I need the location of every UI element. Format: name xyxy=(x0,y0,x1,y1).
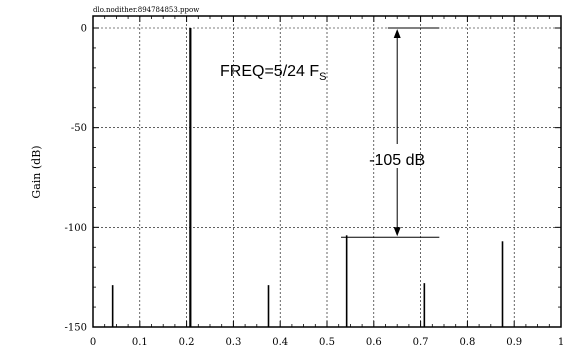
x-tick-label: 0.1 xyxy=(132,337,148,348)
frequency-subscript: S xyxy=(319,71,326,83)
x-tick-label: 0.6 xyxy=(366,337,382,348)
x-tick-label: 0.9 xyxy=(506,337,522,348)
x-tick-label: 0.4 xyxy=(272,337,288,348)
span-label: -105 dB xyxy=(369,152,425,169)
file-label: dlo.nodither.894784853.ppow xyxy=(93,6,199,14)
x-tick-labels: 0 0.1 0.2 0.3 0.4 0.5 0.6 0.7 0.8 0.9 1 xyxy=(90,337,563,348)
y-tick-labels: 0 -50 -100 -150 xyxy=(65,24,87,334)
x-tick-label: 0.3 xyxy=(225,337,241,348)
x-tick-label: 1 xyxy=(558,337,563,348)
frequency-label: FREQ=5/24 FS xyxy=(220,63,327,83)
y-tick-label: -100 xyxy=(65,223,87,234)
span-arrowhead-down xyxy=(393,227,401,237)
y-tick-label: 0 xyxy=(81,24,87,35)
x-tick-label: 0.5 xyxy=(319,337,335,348)
y-tick-label: -150 xyxy=(65,323,87,334)
x-tick-label: 0 xyxy=(90,337,96,348)
plot-frame xyxy=(92,15,562,328)
spectral-bars xyxy=(111,28,504,327)
y-tick-label: -50 xyxy=(71,123,87,134)
y-axis-label: Gain (dB) xyxy=(30,145,43,198)
x-tick-label: 0.8 xyxy=(459,337,475,348)
annotations: -105 dB FREQ=5/24 FS xyxy=(220,27,440,238)
span-arrowhead-up xyxy=(393,29,401,38)
grid-lines xyxy=(93,16,561,327)
x-tick-label: 0.7 xyxy=(413,337,429,348)
x-tick-label: 0.2 xyxy=(179,337,195,348)
